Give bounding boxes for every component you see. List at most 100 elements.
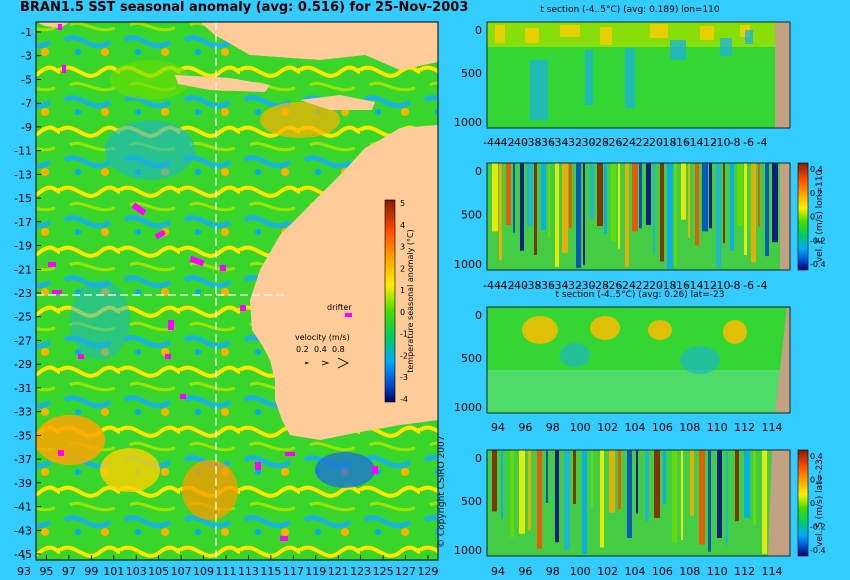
vel-colorbar-tick: -0.2 bbox=[810, 523, 826, 532]
depth-tick-label: 500 bbox=[461, 495, 482, 508]
depth-tick-label: 0 bbox=[475, 24, 482, 37]
sst-colorbar-tick: -2 bbox=[400, 351, 408, 360]
velocity-label: velocity (m/s) bbox=[295, 333, 350, 342]
vel-colorbar-tick: 0.4 bbox=[810, 452, 823, 461]
vel-colorbar-tick: -0.4 bbox=[810, 546, 826, 555]
lon-section-tick-label: 106 bbox=[652, 565, 673, 578]
velocity-stripe bbox=[765, 163, 769, 257]
depth-tick-label: 0 bbox=[475, 165, 482, 178]
panel1-frame bbox=[486, 21, 791, 129]
map-lat-tick-label: -9 bbox=[21, 121, 32, 134]
velocity-stripe bbox=[513, 163, 515, 233]
lat-section-tick-label: -28 bbox=[591, 136, 609, 149]
panel-temp-lon110: t section (-4..5°C) (avg: 0.189) lon=110 bbox=[486, 5, 791, 129]
panel2-stripes bbox=[492, 163, 778, 269]
lat-section-tick-label: -6 bbox=[743, 279, 754, 292]
panel3-cool-spots bbox=[560, 343, 720, 374]
lon-section-tick-label: 112 bbox=[734, 421, 755, 434]
velocity-stripe bbox=[730, 163, 734, 251]
panel3-warm-spots bbox=[522, 316, 747, 344]
velocity-stripe bbox=[510, 450, 514, 537]
warm-anomaly-s bbox=[100, 448, 160, 492]
lon-section-tick-label: 100 bbox=[570, 565, 591, 578]
panel3-title: t section (-4..5°C) (avg: 0.26) lat=-23 bbox=[556, 290, 725, 300]
sst-map bbox=[35, 21, 439, 561]
lon-section-tick-label: 96 bbox=[518, 421, 532, 434]
depth-tick-label: 0 bbox=[475, 452, 482, 465]
map-lat-tick-label: -27 bbox=[14, 334, 32, 347]
velocity-stripe bbox=[758, 163, 760, 228]
map-lon-tick-label: 95 bbox=[39, 565, 53, 578]
map-lon-tick-label: 99 bbox=[84, 565, 98, 578]
velocity-stripe bbox=[709, 163, 712, 229]
panel1-cool-spots bbox=[530, 30, 753, 120]
panel4-colorbar-ticks: 0.4 0.2 0 -0.2 -0.4 bbox=[810, 452, 826, 555]
velocity-stripe bbox=[751, 163, 756, 263]
velocity-stripe bbox=[564, 450, 570, 550]
lat-section-tick-label: -36 bbox=[537, 279, 555, 292]
velocity-stripe bbox=[672, 450, 677, 544]
panel1-land bbox=[775, 22, 790, 128]
lat-section-tick-label: -34 bbox=[551, 279, 569, 292]
velocity-stripe bbox=[716, 163, 721, 268]
lat-section-tick-label: -42 bbox=[497, 279, 515, 292]
lat-section-tick-label: -28 bbox=[591, 279, 609, 292]
map-lat-tick-label: -15 bbox=[14, 192, 32, 205]
sst-colorbar-tick: 3 bbox=[400, 243, 405, 252]
lat-section-tick-label: -44 bbox=[483, 279, 501, 292]
panel2-frame bbox=[486, 162, 791, 271]
panel2-colorbar-label: vel. E (m/s) lon=110 bbox=[815, 170, 825, 263]
lat-section-tick-label: -44 bbox=[483, 136, 501, 149]
sst-colorbar-tick: 0 bbox=[400, 308, 405, 317]
lon-section-tick-label: 112 bbox=[734, 565, 755, 578]
velocity-stripe bbox=[499, 163, 502, 261]
vel-colorbar-tick: 0 bbox=[810, 213, 815, 222]
velocity-stripe bbox=[744, 163, 747, 256]
map-lon-tick-label: 109 bbox=[193, 565, 214, 578]
vel-colorbar-tick: 0.2 bbox=[810, 189, 823, 198]
lat-section-tick-label: -4 bbox=[757, 279, 768, 292]
panel2-land bbox=[780, 163, 790, 270]
cool-anomaly-se bbox=[315, 452, 375, 488]
sst-colorbar-tick: 5 bbox=[400, 199, 405, 208]
velocity-stripe bbox=[618, 163, 620, 249]
lon-section-tick-label: 108 bbox=[679, 421, 700, 434]
velocity-stripe bbox=[636, 450, 638, 514]
lat-section-tick-label: -18 bbox=[659, 136, 677, 149]
velocity-value-2: 0.8 bbox=[332, 345, 345, 354]
map-lon-tick-label: 119 bbox=[305, 565, 326, 578]
map-lat-axis: -1 -3 -5 -7 -9 -11 -13 -15 -17 -19 -21 -23 -25 -27 -29… bbox=[14, 26, 41, 561]
lon-section-tick-label: 106 bbox=[652, 421, 673, 434]
lon-section-tick-label: 100 bbox=[570, 421, 591, 434]
panel3-deep-band bbox=[487, 370, 790, 413]
lat-section-tick-label: -42 bbox=[497, 136, 515, 149]
velocity-stripe bbox=[576, 163, 581, 268]
panel-vel-south-lat-23: vel. S (m/s) lat=-23 bbox=[486, 449, 825, 557]
lat-section-tick-label: -26 bbox=[605, 136, 623, 149]
velocity-stripe bbox=[660, 163, 664, 262]
lat-section-tick-label: -30 bbox=[578, 136, 596, 149]
map-lat-tick-label: -29 bbox=[14, 358, 32, 371]
depth-tick-label: 1000 bbox=[454, 544, 482, 557]
velocity-stripe bbox=[681, 163, 686, 220]
panel-vel-east-lon110: vel. E (m/s) lon=110 bbox=[486, 162, 825, 271]
lon-section-tick-label: 114 bbox=[762, 421, 783, 434]
velocity-stripe bbox=[681, 450, 683, 541]
copyright-text: © Copyright CSIRO 2007 bbox=[437, 436, 447, 548]
lat-section-tick-label: -16 bbox=[672, 279, 690, 292]
lat-section-tick-label: -32 bbox=[564, 279, 582, 292]
lat-section-tick-label: -40 bbox=[510, 279, 528, 292]
lat-section-tick-label: -36 bbox=[537, 136, 555, 149]
map-lon-tick-label: 111 bbox=[216, 565, 237, 578]
lat-section-tick-label: -22 bbox=[632, 279, 650, 292]
depth-tick-label: 500 bbox=[461, 67, 482, 80]
lat-section-tick-label: -40 bbox=[510, 136, 528, 149]
panel1-depth-axis: 0 500 1000 bbox=[454, 24, 482, 129]
velocity-stripe bbox=[726, 450, 728, 546]
map-lon-tick-label: 103 bbox=[126, 565, 147, 578]
cool-anomaly-w bbox=[70, 280, 130, 360]
lat-section-tick-label: -32 bbox=[564, 136, 582, 149]
lat-section-tick-label: -14 bbox=[686, 279, 704, 292]
velocity-stripe bbox=[528, 450, 531, 531]
drifters bbox=[48, 24, 378, 541]
